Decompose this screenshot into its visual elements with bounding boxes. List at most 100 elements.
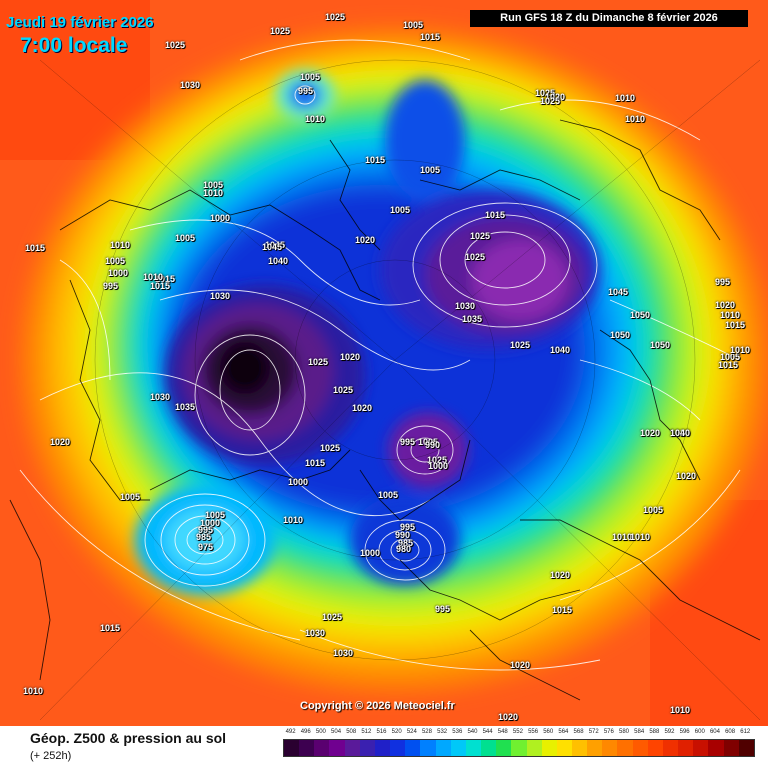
pressure-label: 1015 (365, 155, 386, 165)
pressure-label: 1050 (650, 340, 671, 350)
legend-value: 512 (361, 729, 372, 735)
pressure-label: 1005 (643, 505, 664, 515)
legend-value: 544 (482, 729, 493, 735)
legend-color-bar (283, 739, 755, 757)
pressure-label: 1015 (155, 274, 176, 284)
pressure-label: 1025 (270, 26, 291, 36)
pressure-label: 1010 (23, 686, 44, 696)
legend-value: 576 (603, 729, 614, 735)
pressure-label: 1030 (180, 80, 201, 90)
pressure-label: 975 (198, 542, 214, 552)
legend-swatch (556, 740, 572, 756)
legend-value: 540 (467, 729, 478, 735)
pressure-label: 1045 (265, 240, 286, 250)
legend-swatch (693, 740, 709, 756)
pressure-label: 1035 (462, 314, 483, 324)
legend-swatch (405, 740, 421, 756)
pressure-label: 1010 (730, 345, 751, 355)
pressure-label: 995 (435, 604, 451, 614)
legend-value: 596 (679, 729, 690, 735)
pressure-label: 1010 (203, 188, 224, 198)
pressure-label: 1015 (305, 458, 326, 468)
pressure-label: 1015 (485, 210, 506, 220)
pressure-label: 1020 (670, 428, 691, 438)
pressure-label: 1010 (612, 532, 633, 542)
pressure-label: 1045 (262, 242, 283, 252)
pressure-label: 1040 (550, 345, 571, 355)
pressure-label: 1025 (510, 340, 531, 350)
legend-swatch (662, 740, 679, 756)
legend-swatch (374, 740, 391, 756)
legend-value: 508 (346, 729, 357, 735)
low-cores (135, 70, 600, 595)
pressure-label: 1020 (355, 235, 376, 245)
graticule (39, 59, 761, 721)
legend-value: 568 (573, 729, 584, 735)
legend-value: 592 (664, 729, 675, 735)
pressure-label: 1020 (550, 570, 571, 580)
pressure-label: 1005 (403, 20, 424, 30)
legend-swatch (723, 740, 739, 756)
forecast-date: Jeudi 19 février 2026 (6, 14, 154, 31)
legend-swatch (344, 740, 360, 756)
pressure-label: 985 (398, 538, 414, 548)
pressure-label: 1010 (625, 114, 646, 124)
pressure-label: 995 (103, 281, 119, 291)
pressure-label: 1030 (455, 301, 476, 311)
pressure-label: 995 (400, 437, 416, 447)
pressure-label: 1000 (200, 518, 221, 528)
pressure-label: 1000 (360, 548, 381, 558)
pressure-label: 1005 (205, 510, 226, 520)
legend-value: 536 (452, 729, 463, 735)
pressure-label: 1020 (640, 428, 661, 438)
legend-swatch (496, 740, 512, 756)
legend-value: 608 (725, 729, 736, 735)
coastlines (9, 119, 761, 701)
isobar-lines (19, 39, 741, 671)
pressure-label: 1025 (333, 385, 354, 395)
legend-swatch (284, 740, 300, 756)
pressure-label: 1025 (165, 40, 186, 50)
legend-value: 600 (694, 729, 705, 735)
legend-swatch (299, 740, 315, 756)
legend-value: 604 (709, 729, 720, 735)
pressure-label: 1040 (268, 256, 289, 266)
legend-title: Géop. Z500 & pression au sol (30, 730, 227, 746)
legend-swatch (329, 740, 345, 756)
legend-swatch (541, 740, 557, 756)
legend-swatch (526, 740, 542, 756)
legend-value: 520 (391, 729, 402, 735)
pressure-label: 1035 (175, 402, 196, 412)
pressure-label: 1025 (470, 231, 491, 241)
pressure-label: 1005 (300, 72, 321, 82)
pressure-label: 1010 (670, 705, 691, 715)
pressure-label: 1025 (427, 455, 448, 465)
legend-swatch (708, 740, 724, 756)
pressure-label: 1015 (718, 360, 739, 370)
pressure-label: 1005 (105, 256, 126, 266)
pressure-label: 1015 (725, 320, 746, 330)
legend-swatch (435, 740, 451, 756)
pressure-label: 1020 (352, 403, 373, 413)
pressure-label: 1005 (120, 492, 141, 502)
legend-swatch (738, 740, 754, 756)
legend-value: 580 (619, 729, 630, 735)
pressure-label: 1010 (720, 310, 741, 320)
legend-panel: Géop. Z500 & pression au sol (+ 252h) 49… (0, 726, 768, 768)
legend-scale-values: 492 496 500 504 508 512 516 520 524 528 532 536 540 5… (283, 729, 753, 735)
pressure-label: 995 (298, 86, 314, 96)
pressure-label: 990 (425, 440, 441, 450)
legend-value: 612 (740, 729, 751, 735)
legend-swatch (617, 740, 633, 756)
pressure-label: 1030 (210, 291, 231, 301)
pressure-label: 1010 (110, 240, 131, 250)
pressure-label: 1050 (630, 310, 651, 320)
legend-value: 584 (634, 729, 645, 735)
legend-value: 572 (588, 729, 599, 735)
pressure-label: 1005 (175, 233, 196, 243)
pressure-label: 1025 (325, 12, 346, 22)
pressure-label: 980 (396, 544, 412, 554)
pressure-label: 990 (395, 530, 411, 540)
pressure-label: 1025 (465, 252, 486, 262)
